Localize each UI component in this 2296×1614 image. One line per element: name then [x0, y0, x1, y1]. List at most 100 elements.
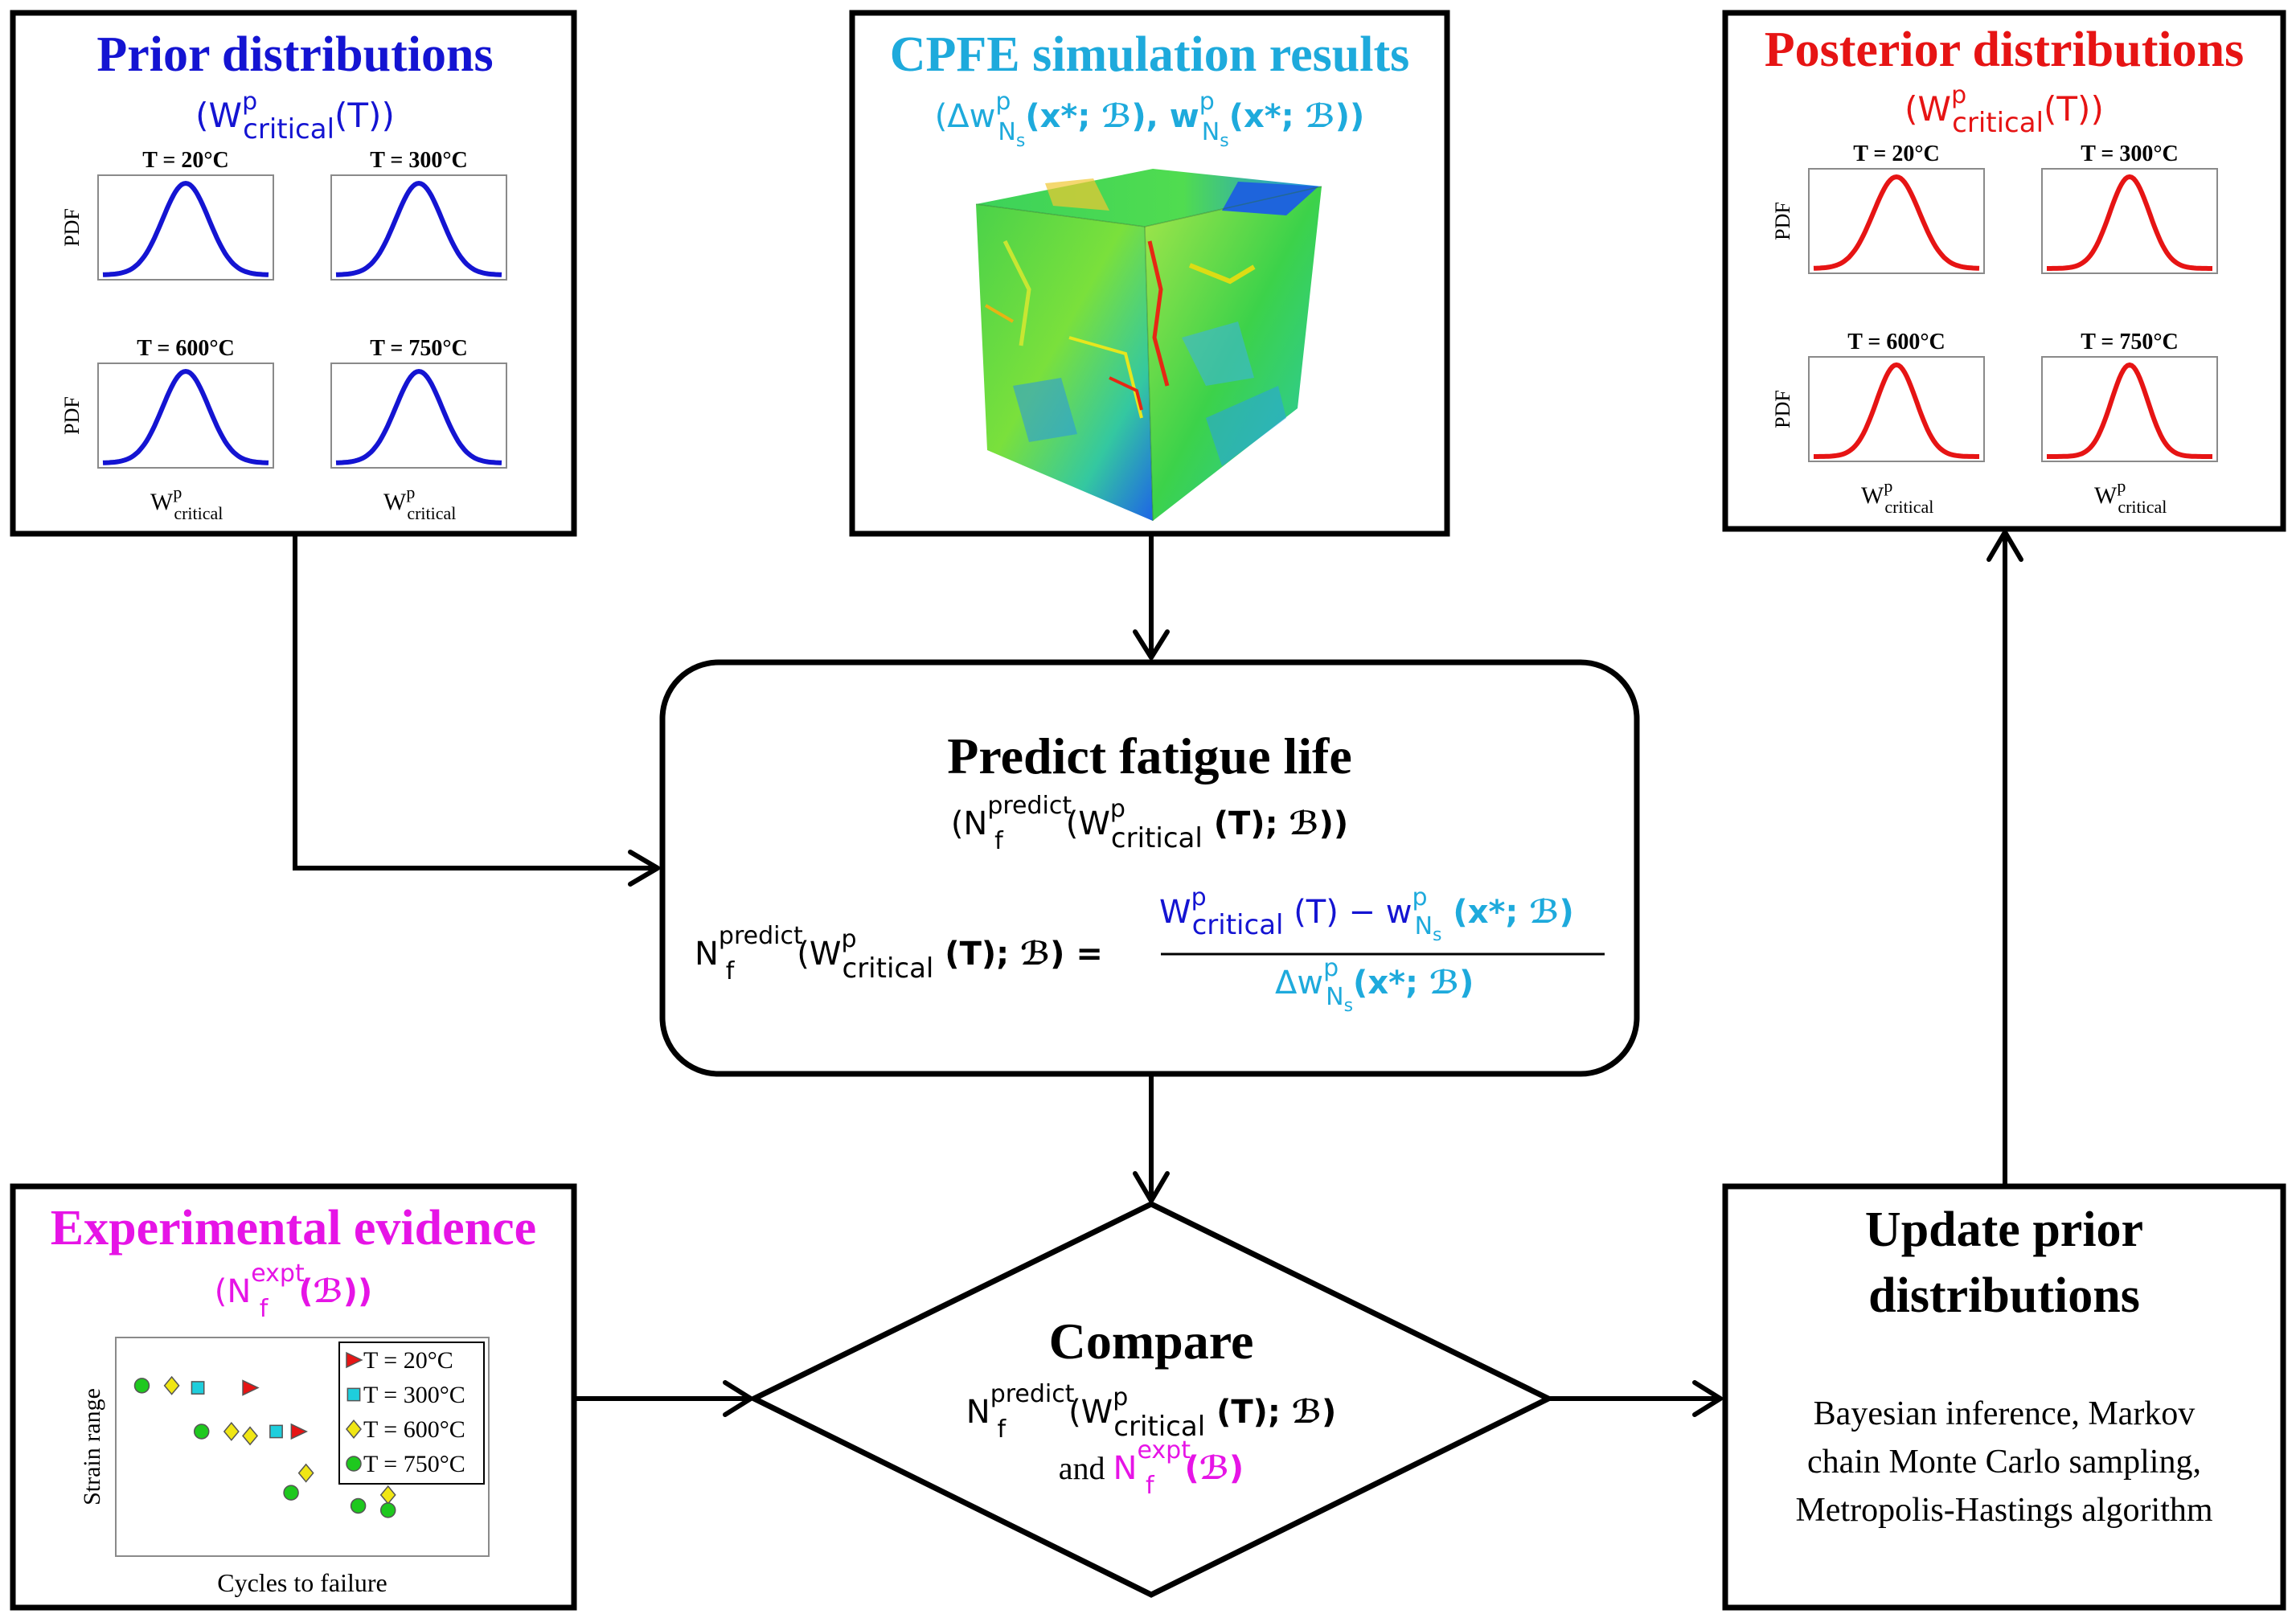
- experimental-plot-frame: [115, 1337, 490, 1557]
- legend-label: T = 300°C: [363, 1382, 465, 1408]
- legend-marker-triangle: [346, 1351, 363, 1369]
- update-body-line2: chain Monte Carlo sampling,: [1807, 1444, 2201, 1481]
- predict-equation-numerator: Wp critical (T) − wp Ns (x*; ℬ): [1159, 883, 1574, 945]
- update-title-line1: Update prior: [1865, 1202, 2143, 1257]
- prior-ylabel: PDF: [60, 396, 84, 435]
- prior-pdf-curve: [102, 368, 269, 465]
- prior-panel-frame: [330, 174, 507, 281]
- data-point-diamond: [223, 1421, 240, 1441]
- posterior-panel-frame: [1808, 356, 1985, 462]
- cpfe-title: CPFE simulation results: [890, 27, 1409, 82]
- posterior-pdf-panel-2: T = 600°C PDF Wp critical: [1771, 330, 1985, 517]
- data-point-diamond: [242, 1426, 259, 1446]
- predict-to-compare-arrowhead: [1133, 1171, 1170, 1203]
- posterior-pdf-panel-1: T = 300°C: [2041, 141, 2218, 274]
- experimental-subtitle: (Nexpt f (ℬ)): [215, 1260, 373, 1323]
- experimental-xlabel: Cycles to failure: [217, 1568, 387, 1597]
- prior-xlabel: Wp critical: [383, 482, 456, 523]
- posterior-pdf-panel-3: T = 750°C Wp critical: [2041, 330, 2218, 517]
- posterior-title: Posterior distributions: [1765, 23, 2244, 77]
- data-point-circle: [193, 1424, 210, 1440]
- legend-marker-square: [346, 1387, 361, 1402]
- data-point-circle: [283, 1485, 299, 1501]
- compare-diamond: Compare Npredict f (Wp critical (T); ℬ) and…: [748, 1201, 1555, 1598]
- posterior-pdf-curve: [1814, 362, 1979, 459]
- compare-title: Compare: [1049, 1313, 1254, 1370]
- data-point-circle: [350, 1497, 367, 1514]
- posterior-ylabel: PDF: [1771, 390, 1794, 428]
- prior-panel-label: T = 20°C: [142, 148, 229, 173]
- posterior-box: Posterior distributions (Wp critical(T)) …: [1722, 10, 2286, 532]
- posterior-panel-frame: [2041, 356, 2218, 462]
- cpfe-to-predict-arrowhead: [1133, 629, 1170, 660]
- update-title-line2: distributions: [1868, 1268, 2140, 1323]
- compare-line1: Npredict f (Wp critical (T); ℬ): [966, 1380, 1336, 1444]
- legend-marker-diamond: [346, 1419, 362, 1439]
- experimental-legend: T = 20°C T = 300°C T = 600°C T = 750°C: [338, 1342, 485, 1485]
- prior-ylabel: PDF: [60, 208, 84, 247]
- prior-panel-label: T = 750°C: [370, 336, 468, 361]
- legend-marker-circle: [346, 1456, 362, 1472]
- posterior-panel-label: T = 20°C: [1853, 141, 1940, 166]
- posterior-pdf-plots: T = 20°C PDF T = 300°C T = 600°C PDF Wp critic…: [1771, 141, 2218, 517]
- prior-panel-label: T = 600°C: [137, 336, 235, 361]
- posterior-pdf-curve: [2047, 174, 2212, 271]
- data-point-circle: [379, 1502, 396, 1518]
- posterior-panel-frame: [2041, 168, 2218, 274]
- experimental-data-points: [133, 1375, 396, 1518]
- prior-subtitle: (Wp critical(T)): [195, 88, 395, 145]
- prior-pdf-panel-1: T = 300°C: [330, 148, 507, 281]
- update-body-line3: Metropolis-Hastings algorithm: [1795, 1492, 2212, 1529]
- legend-label: T = 750°C: [363, 1451, 465, 1477]
- posterior-ylabel: PDF: [1771, 202, 1794, 240]
- posterior-panel-label: T = 750°C: [2081, 330, 2179, 354]
- prior-xlabel: Wp critical: [150, 482, 223, 523]
- prior-pdf-panel-0: T = 20°C PDF: [60, 148, 274, 281]
- legend-label: T = 20°C: [363, 1347, 453, 1374]
- update-body-line1: Bayesian inference, Markov: [1814, 1395, 2196, 1432]
- data-point-diamond: [163, 1375, 180, 1395]
- prior-pdf-panel-3: T = 750°C Wp critical: [330, 336, 507, 523]
- posterior-panel-label: T = 300°C: [2081, 141, 2179, 166]
- experimental-box: Experimental evidence (Nexpt f (ℬ)) Strain…: [10, 1183, 577, 1611]
- posterior-panel-frame: [1808, 168, 1985, 274]
- posterior-xlabel: Wp critical: [1861, 476, 1933, 517]
- prior-panel-frame: [97, 174, 274, 281]
- data-point-circle: [133, 1378, 150, 1394]
- prior-panel-label: T = 300°C: [370, 148, 468, 173]
- posterior-pdf-curve: [1813, 174, 1980, 271]
- predict-equation-lhs: Npredict f (Wp critical (T); ℬ) =: [695, 922, 1103, 985]
- cpfe-box: CPFE simulation results (Δwp Ns(x*; ℬ), w…: [849, 10, 1450, 537]
- predict-box: Predict fatigue life (Npredict f (Wp critic…: [659, 659, 1640, 1077]
- prior-pdf-curve: [335, 368, 502, 465]
- compare-to-update-arrowhead: [1692, 1380, 1723, 1417]
- posterior-xlabel: Wp critical: [2094, 476, 2167, 517]
- data-point-square: [191, 1381, 205, 1395]
- experimental-ylabel: Strain range: [79, 1388, 105, 1505]
- connectors: [293, 530, 2023, 1417]
- data-point-triangle: [242, 1379, 260, 1396]
- prior-panel-frame: [330, 363, 507, 469]
- predict-equation-denominator: Δwp Ns(x*; ℬ): [1275, 954, 1474, 1016]
- prior-pdf-panel-2: T = 600°C PDF Wp critical: [60, 336, 274, 523]
- posterior-pdf-panel-0: T = 20°C PDF: [1771, 141, 1985, 274]
- update-to-posterior-arrowhead: [1986, 530, 2023, 562]
- prior-pdf-curve: [335, 180, 502, 277]
- prior-box: Prior distributions (Wp critical(T)) T = …: [10, 10, 577, 537]
- posterior-pdf-curve: [2047, 362, 2212, 459]
- prior-panel-frame: [97, 363, 274, 469]
- data-point-square: [269, 1424, 283, 1439]
- predict-title: Predict fatigue life: [947, 727, 1352, 784]
- experimental-title: Experimental evidence: [51, 1201, 536, 1256]
- cpfe-formula: (Δwp Ns(x*; ℬ), wp Ns(x*; ℬ)): [935, 88, 1365, 151]
- microstructure-cube-icon: [975, 169, 1322, 522]
- prior-title: Prior distributions: [96, 27, 493, 82]
- data-point-diamond: [297, 1463, 314, 1483]
- prior-pdf-curve: [102, 180, 269, 277]
- prior-pdf-plots: T = 20°C PDF T = 300°C T = 600°C PDF Wp critic…: [60, 148, 507, 523]
- posterior-subtitle: (Wp critical(T)): [1904, 81, 2104, 139]
- legend-label: T = 600°C: [363, 1416, 465, 1443]
- update-box: Update prior distributions Bayesian infe…: [1722, 1183, 2286, 1611]
- data-point-triangle: [290, 1423, 309, 1440]
- prior-to-predict-arrowhead: [628, 850, 660, 887]
